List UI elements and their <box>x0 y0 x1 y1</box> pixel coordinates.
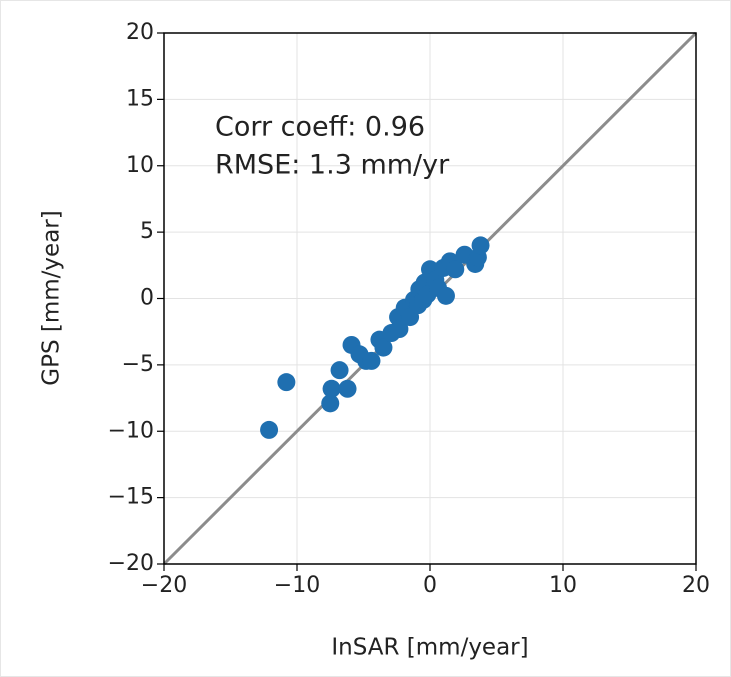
y-tick-label: −15 <box>108 485 154 510</box>
plot-frame <box>163 32 697 565</box>
x-tick-label: −10 <box>274 573 320 598</box>
annotation: Corr coeff: 0.96 <box>215 112 425 143</box>
point <box>321 394 340 413</box>
x-tick-label: 0 <box>423 573 437 598</box>
point <box>260 420 279 439</box>
y-tick-label: 15 <box>126 86 154 111</box>
x-axis-label: InSAR [mm/year] <box>331 635 528 661</box>
y-axis-label: GPS [mm/year] <box>39 210 65 385</box>
y-tick-label: 0 <box>140 286 154 311</box>
point <box>330 361 349 380</box>
point <box>374 338 393 357</box>
point <box>390 320 409 339</box>
annotation: RMSE: 1.3 mm/yr <box>215 150 450 181</box>
x-tick-label: 20 <box>682 573 710 598</box>
y-tick-label: −20 <box>108 551 154 576</box>
y-tick-label: −10 <box>108 418 154 443</box>
point <box>338 379 357 398</box>
y-tick-label: 20 <box>126 20 154 45</box>
point <box>471 236 490 255</box>
point <box>362 351 381 370</box>
y-tick-label: 10 <box>126 153 154 178</box>
point <box>446 260 465 279</box>
y-tick-label: 5 <box>140 219 154 244</box>
point <box>436 286 455 305</box>
y-tick-label: −5 <box>122 352 154 377</box>
x-tick-label: 10 <box>549 573 577 598</box>
point <box>322 379 341 398</box>
x-tick-label: −20 <box>141 573 187 598</box>
point <box>277 373 296 392</box>
